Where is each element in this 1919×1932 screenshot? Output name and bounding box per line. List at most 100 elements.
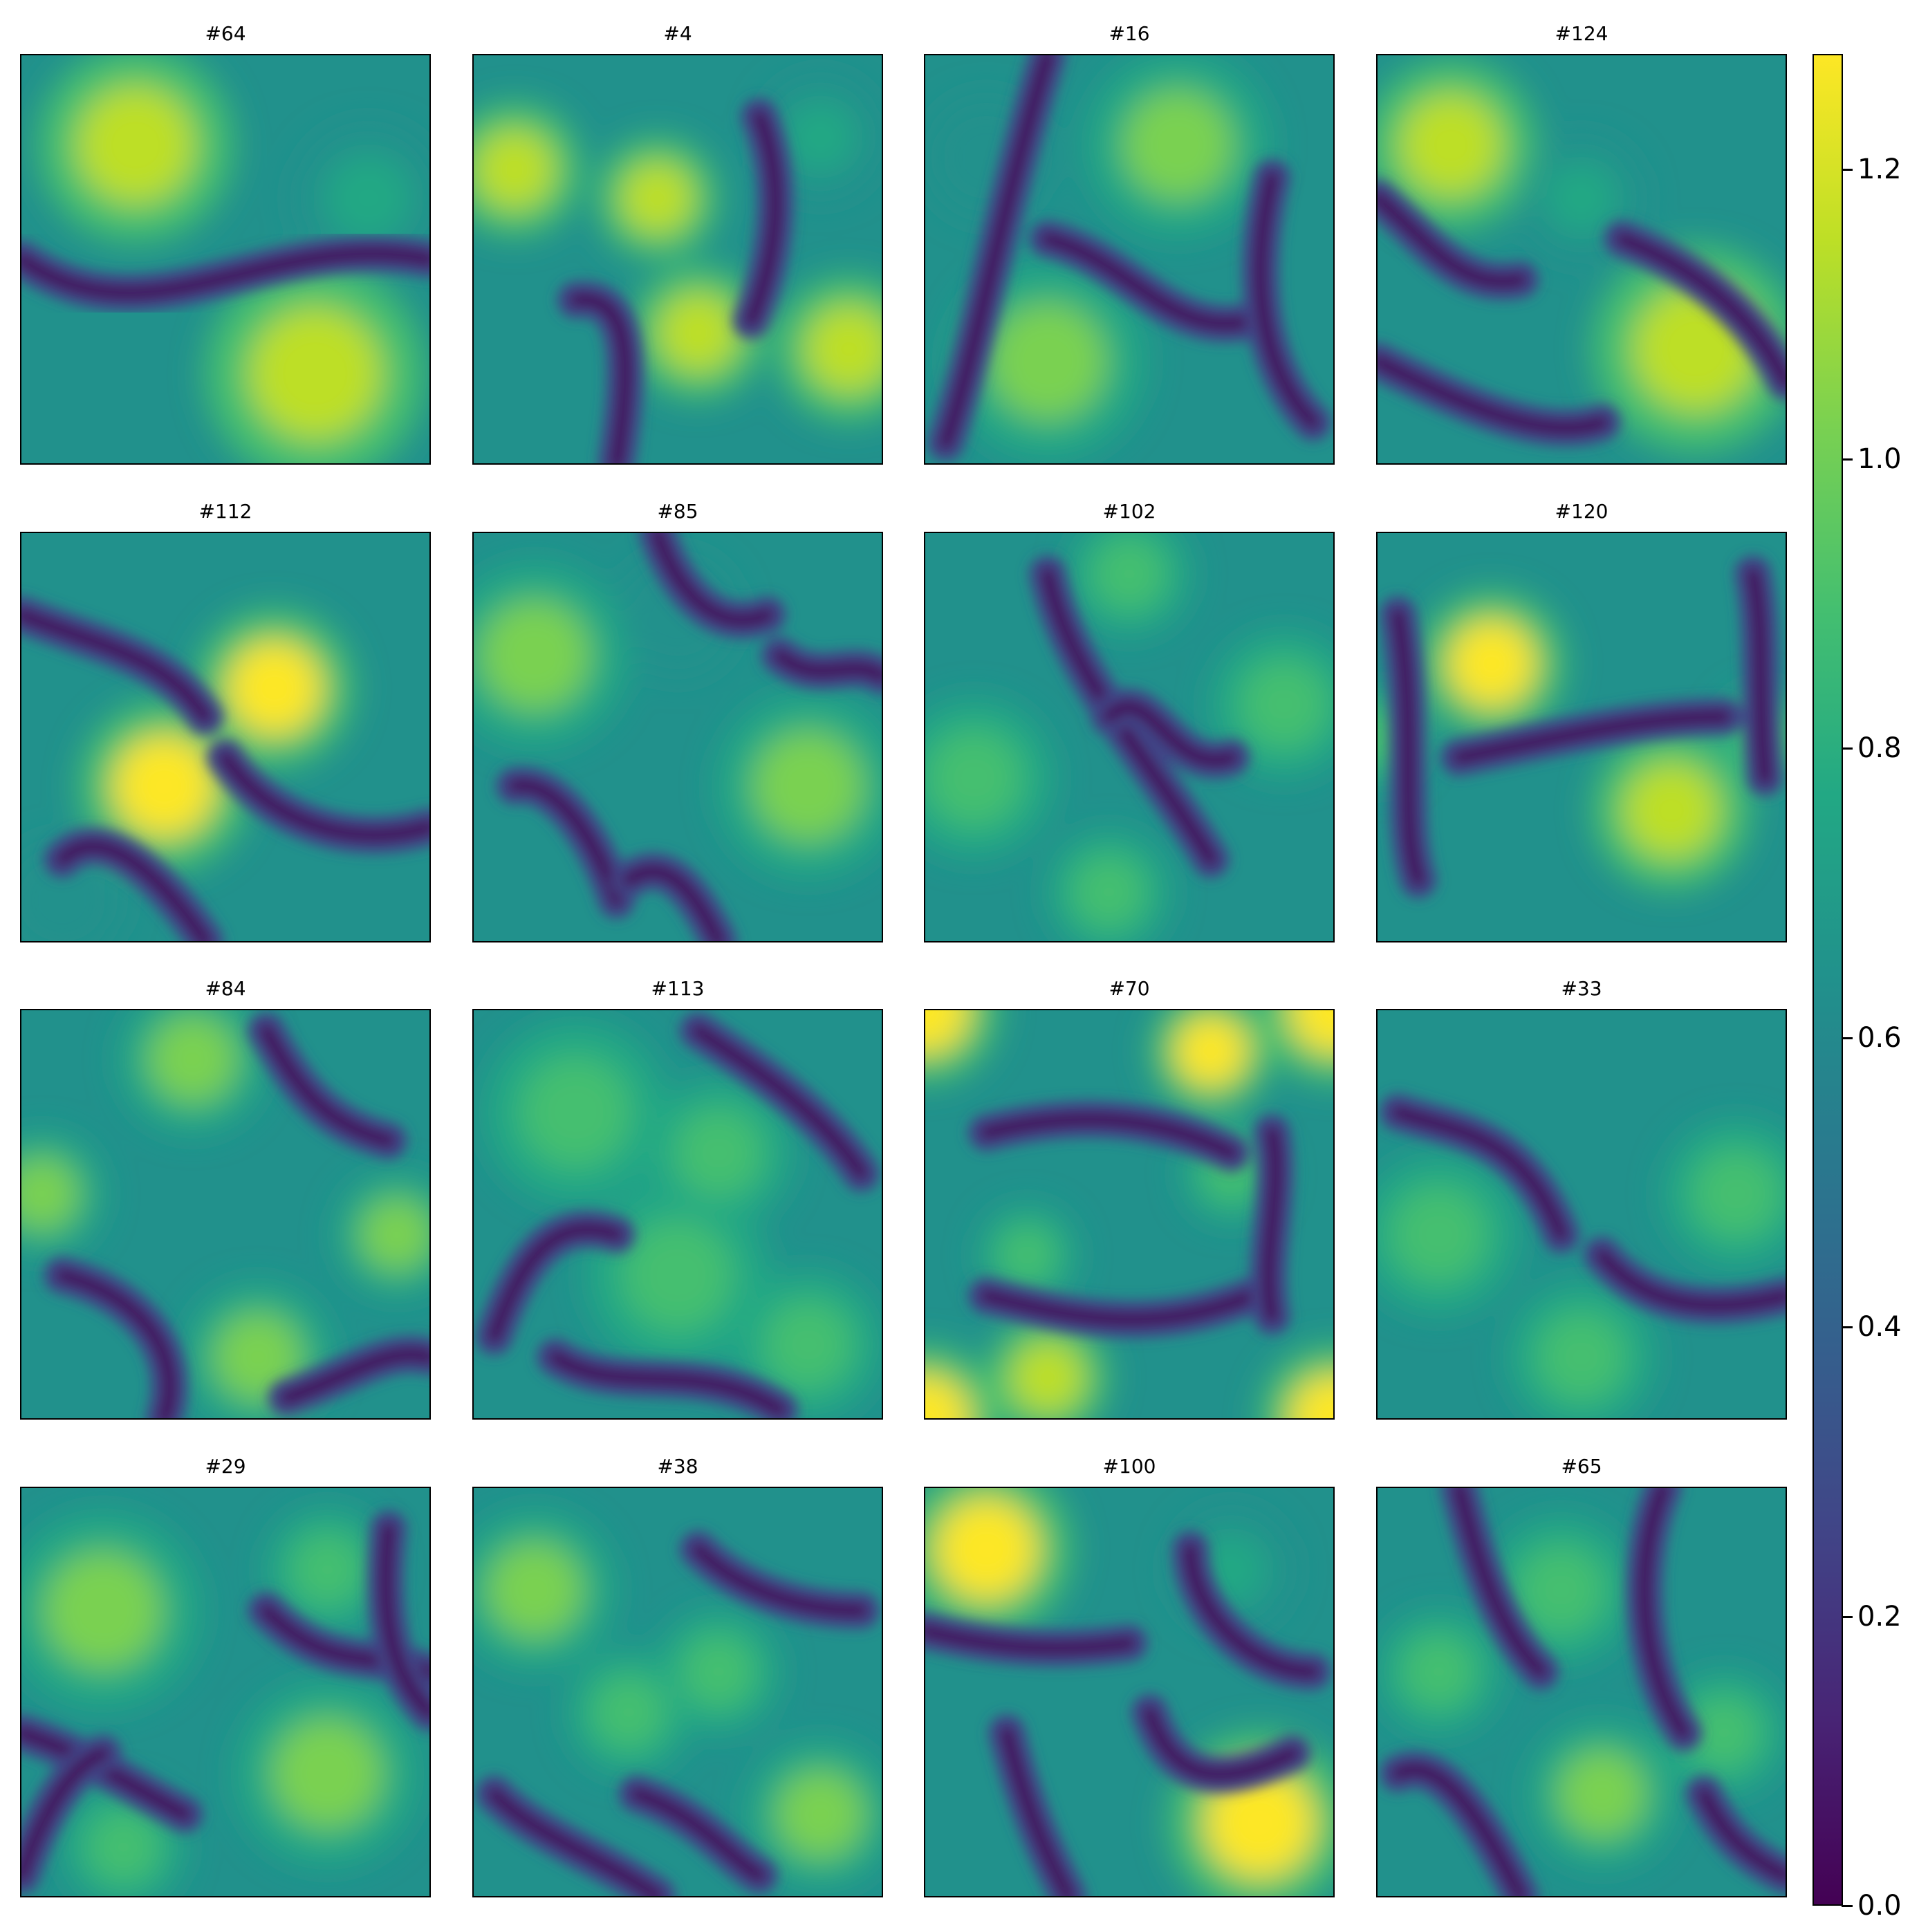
field-blob: [149, 1015, 237, 1104]
field-ridges: [44, 1012, 429, 1418]
field-blob: [1010, 1340, 1085, 1415]
field-ridge: [1746, 567, 1772, 785]
field-ridge: [219, 751, 429, 842]
field-blob: [622, 1220, 733, 1331]
field-ridge: [925, 1624, 1136, 1655]
field-blob: [620, 161, 694, 235]
panel-title: #120: [1555, 500, 1609, 523]
field-ridges: [1379, 1488, 1786, 1896]
field-blob: [1557, 1749, 1647, 1839]
field-blobs: [474, 1510, 882, 1888]
panel-title: #65: [1561, 1455, 1602, 1478]
field-ridge: [548, 1350, 786, 1417]
field-ridge: [1254, 171, 1319, 429]
field-blob: [925, 1374, 970, 1418]
colorbar-tick-label: 0.6: [1857, 1021, 1902, 1054]
colorbar-tick-label: 0.8: [1857, 732, 1902, 765]
heatmap-field: [21, 1010, 429, 1418]
field-blob: [1447, 620, 1536, 708]
field-ridge: [1378, 355, 1609, 435]
field-blobs: [925, 533, 1333, 941]
field-blob: [77, 86, 195, 204]
field-blob: [113, 734, 216, 838]
field-ridge: [980, 1289, 1259, 1326]
field-blob: [764, 1301, 853, 1389]
field-blob: [1399, 93, 1503, 197]
field-ridge: [744, 110, 782, 327]
field-ridge: [1638, 1488, 1690, 1740]
panel-title: #100: [1102, 1455, 1156, 1478]
field-blob: [1205, 1767, 1315, 1878]
heatmap-panel: [20, 1487, 431, 1897]
heatmap-field: [925, 55, 1333, 463]
heatmap-field: [925, 533, 1333, 941]
field-ridge: [1378, 192, 1527, 288]
field-blob: [681, 1635, 756, 1709]
heatmap-panel: [472, 54, 883, 465]
colorbar-tick-label: 0.0: [1857, 1890, 1902, 1922]
field-ridge: [1262, 1126, 1282, 1323]
field-blob: [360, 1198, 429, 1272]
field-blob: [674, 1108, 763, 1198]
colorbar-tick: [1842, 747, 1853, 750]
field-blob: [592, 1675, 666, 1749]
field-blob: [487, 1542, 583, 1638]
field-blob: [805, 305, 882, 393]
field-blob: [1692, 1149, 1781, 1238]
field-blob: [753, 731, 864, 842]
field-ridge: [1697, 1787, 1786, 1882]
field-blob: [272, 1718, 383, 1829]
field-ridge: [622, 864, 725, 941]
heatmap-panel: [924, 1009, 1335, 1420]
heatmap-panel: [1376, 1009, 1787, 1420]
field-ridge: [692, 1024, 868, 1180]
heatmap-field: [1378, 55, 1786, 463]
field-ridge: [980, 1113, 1238, 1160]
field-ridges: [1379, 1093, 1786, 1324]
field-ridge: [773, 649, 882, 682]
field-blob: [989, 302, 1106, 420]
colorbar-tick: [1842, 458, 1853, 461]
field-ridge: [280, 1348, 429, 1404]
panel-title: #113: [651, 977, 705, 1000]
field-blob: [249, 307, 382, 440]
field-blob: [214, 1312, 302, 1402]
panel-title: #29: [205, 1455, 246, 1478]
heatmap-panel: [472, 1009, 883, 1420]
field-blob: [1402, 1635, 1476, 1709]
panel-title: #124: [1555, 22, 1609, 45]
colorbar-tick: [1842, 169, 1853, 171]
field-ridges: [475, 1012, 880, 1418]
field-blob: [324, 154, 413, 243]
heatmap-panel: [20, 532, 431, 942]
field-blob: [479, 600, 591, 711]
colorbar-tick-label: 1.0: [1857, 443, 1902, 475]
field-blob: [1391, 1187, 1487, 1283]
heatmap-field: [474, 55, 882, 463]
field-blob: [1544, 161, 1619, 235]
heatmap-panel: [1376, 54, 1787, 465]
colorbar-tick-label: 1.2: [1857, 154, 1902, 186]
field-ridge: [1000, 1726, 1075, 1896]
heatmap-field: [1378, 1488, 1786, 1896]
field-ridge: [1595, 1248, 1786, 1312]
field-ridge: [379, 1522, 429, 1719]
field-ridges: [496, 533, 882, 941]
field-ridges: [927, 55, 1332, 462]
field-blob: [21, 1157, 79, 1231]
colorbar-tick-label: 0.2: [1857, 1600, 1902, 1633]
heatmap-field: [474, 1488, 882, 1896]
field-ridge: [1615, 232, 1786, 389]
field-blobs: [1378, 1120, 1786, 1418]
field-blob: [1289, 1374, 1333, 1418]
field-ridges: [1379, 555, 1784, 899]
colorbar-tick-label: 0.4: [1857, 1311, 1902, 1344]
heatmap-field: [925, 1010, 1333, 1418]
panel-title: #16: [1109, 22, 1150, 45]
panel-title: #64: [205, 22, 246, 45]
panel-title: #102: [1102, 500, 1156, 523]
field-ridge: [1184, 1543, 1319, 1678]
field-ridges: [925, 1530, 1332, 1896]
field-blob: [926, 730, 1022, 826]
field-ridge: [1391, 608, 1425, 886]
